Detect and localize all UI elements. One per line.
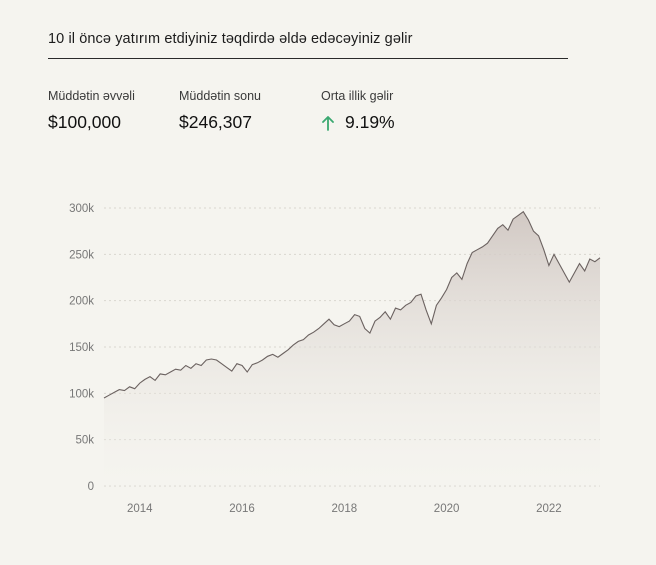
y-tick-label: 200k [69,296,94,308]
y-tick-label: 300k [69,203,94,215]
arrow-up-icon [322,115,334,131]
series-line [103,210,601,399]
x-tick-label: 2016 [229,503,255,515]
y-tick-label: 100k [69,388,94,400]
stat-period-start-value: $100,000 [48,112,121,132]
x-tick-label: 2014 [127,503,153,515]
stat-period-start-label: Müddətin əvvəli [48,89,135,103]
y-tick-label: 0 [88,481,94,493]
x-tick-label: 2022 [536,503,562,515]
chart-title: 10 il öncə yatırım etdiyiniz təqdirdə əl… [48,31,413,47]
x-axis-ticks: 2014 2016 2018 2020 2022 [127,503,562,515]
stat-period-start: Müddətin əvvəli $100,000 [48,89,135,133]
y-axis-ticks: 0 50k 100k 150k 200k 250k 300k [69,203,94,493]
stat-annual-return-row: 9.19% [321,112,395,133]
y-tick-label: 150k [69,342,94,354]
stat-annual-return-value: 9.19% [345,112,395,132]
stat-period-end-label: Müddətin sonu [179,89,262,103]
x-tick-label: 2018 [332,503,358,515]
stat-annual-return: Orta illik gəlir 9.19% [321,89,395,133]
y-tick-label: 50k [75,435,94,447]
stat-period-end: Müddətin sonu $246,307 [179,89,261,133]
performance-chart: 0 50k 100k 150k 200k 250k 300k 2014 2016 2018 202… [69,203,601,515]
x-tick-label: 2020 [434,503,460,515]
title-divider [48,58,568,59]
y-tick-label: 250k [69,249,94,261]
stat-annual-return-label: Orta illik gəlir [321,89,394,103]
stat-period-end-value: $246,307 [179,112,252,132]
series-area [104,211,600,486]
